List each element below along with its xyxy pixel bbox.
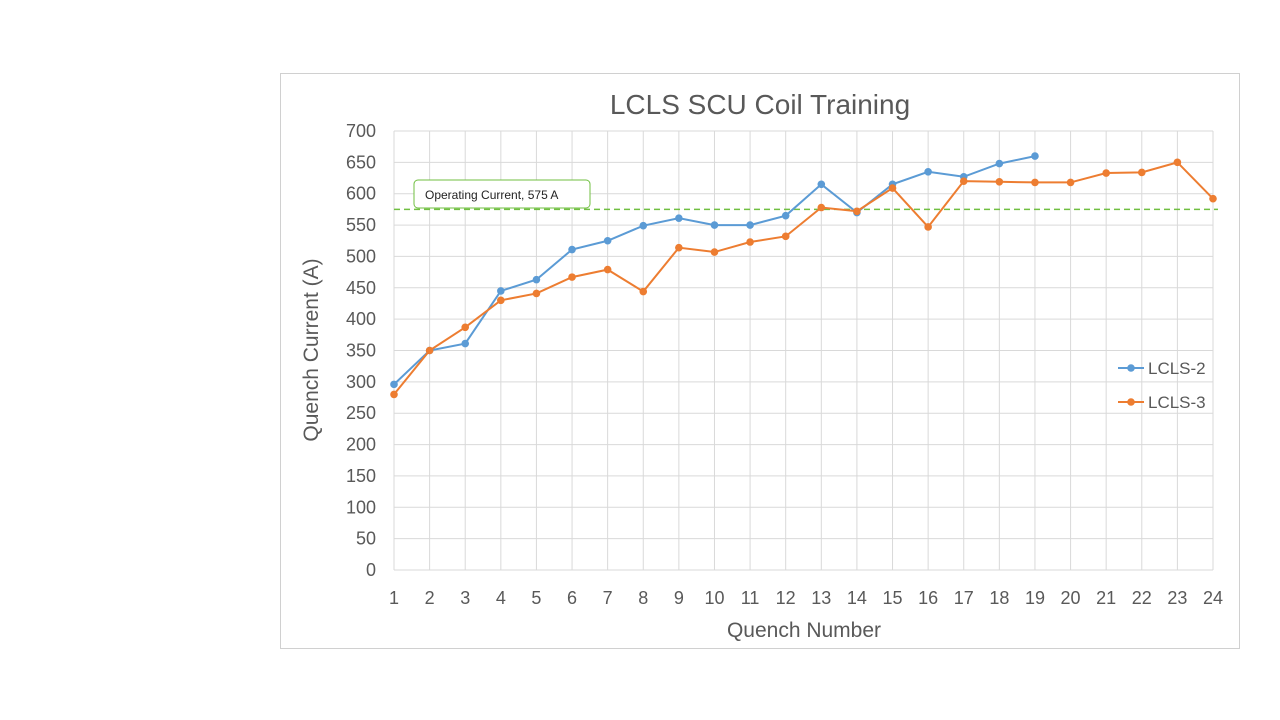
data-point xyxy=(425,346,434,355)
series-line xyxy=(393,161,1214,396)
data-point xyxy=(959,177,968,185)
data-point xyxy=(1209,194,1217,203)
data-point xyxy=(568,245,576,254)
x-tick-labels: 1 2 3 4 5 6 7 8 9 10 11 12 13 14 15 16 17 18 19 20 21 22 23 24 xyxy=(389,588,1223,608)
data-point xyxy=(390,380,398,389)
data-point xyxy=(1137,168,1146,177)
y-tick-label: 700 xyxy=(346,121,376,141)
x-tick-label: 7 xyxy=(603,588,613,608)
y-tick-label: 600 xyxy=(346,184,376,204)
data-point xyxy=(461,323,470,332)
series-LCLS-3 xyxy=(390,158,1217,399)
annotation-box xyxy=(413,179,591,209)
y-axis-title: Quench Current (A) xyxy=(300,258,323,441)
y-tick-label: 350 xyxy=(346,341,376,361)
y-tick-label: 500 xyxy=(346,246,376,266)
gridlines xyxy=(393,130,1214,571)
data-point xyxy=(817,180,826,189)
data-point xyxy=(1031,178,1039,187)
legend-marker xyxy=(1127,364,1135,372)
data-point xyxy=(461,339,470,348)
data-point xyxy=(390,390,398,399)
x-tick-label: 8 xyxy=(638,588,648,608)
data-point xyxy=(497,287,505,295)
data-point xyxy=(639,221,648,230)
y-tick-label: 450 xyxy=(346,278,376,298)
x-tick-label: 14 xyxy=(847,588,867,608)
data-point xyxy=(675,214,683,222)
x-tick-label: 24 xyxy=(1203,588,1223,608)
data-point xyxy=(532,275,541,284)
data-point xyxy=(888,184,897,192)
data-point xyxy=(924,223,932,231)
x-tick-label: 5 xyxy=(531,588,541,608)
data-point xyxy=(1173,158,1182,167)
data-point xyxy=(710,248,719,256)
y-tick-label: 200 xyxy=(346,435,376,455)
x-tick-label: 9 xyxy=(674,588,684,608)
y-tick-label: 550 xyxy=(346,215,376,235)
x-tick-label: 21 xyxy=(1096,588,1116,608)
data-point xyxy=(781,211,790,220)
legend: LCLS-2 LCLS-3 xyxy=(1118,359,1206,412)
data-point xyxy=(639,287,648,296)
x-tick-label: 3 xyxy=(460,588,470,608)
data-point xyxy=(497,296,505,305)
x-tick-label: 19 xyxy=(1025,588,1045,608)
annotation-label: Operating Current, 575 A xyxy=(425,188,558,202)
chart-frame xyxy=(280,73,1240,649)
data-point xyxy=(995,177,1004,186)
x-tick-label: 20 xyxy=(1061,588,1081,608)
x-axis-title: Quench Number xyxy=(727,619,881,642)
x-tick-label: 2 xyxy=(425,588,435,608)
series-group xyxy=(390,152,1217,399)
x-tick-label: 17 xyxy=(954,588,974,608)
y-tick-labels: 0 50 100 150 200 250 300 350 400 450 500 550 600 650 7… xyxy=(346,121,376,580)
data-point xyxy=(781,232,790,241)
y-tick-label: 50 xyxy=(356,529,376,549)
x-tick-label: 13 xyxy=(811,588,831,608)
data-point xyxy=(1102,169,1110,177)
x-tick-label: 15 xyxy=(883,588,903,608)
chart-title: LCLS SCU Coil Training xyxy=(610,89,910,120)
data-point xyxy=(924,167,932,176)
y-tick-label: 250 xyxy=(346,403,376,423)
y-tick-label: 100 xyxy=(346,497,376,517)
data-point xyxy=(568,273,576,281)
data-point xyxy=(1066,178,1075,187)
data-point xyxy=(746,238,754,246)
x-tick-label: 10 xyxy=(704,588,724,608)
x-tick-label: 1 xyxy=(389,588,399,608)
data-point xyxy=(710,221,719,229)
data-point xyxy=(746,221,754,229)
y-tick-label: 650 xyxy=(346,152,376,172)
data-point xyxy=(995,159,1004,168)
x-tick-label: 22 xyxy=(1132,588,1152,608)
x-tick-label: 6 xyxy=(567,588,577,608)
reference-line-group: Operating Current, 575 A xyxy=(394,179,1218,211)
data-point xyxy=(675,243,683,252)
data-point xyxy=(853,207,861,216)
data-point xyxy=(603,236,612,245)
y-tick-label: 0 xyxy=(366,560,376,580)
data-point xyxy=(532,289,541,298)
legend-marker xyxy=(1127,398,1135,406)
x-tick-label: 23 xyxy=(1167,588,1187,608)
x-tick-label: 16 xyxy=(918,588,938,608)
x-tick-label: 11 xyxy=(741,588,760,608)
y-tick-label: 300 xyxy=(346,372,376,392)
y-tick-label: 150 xyxy=(346,466,376,486)
data-point xyxy=(603,265,612,274)
legend-label: LCLS-3 xyxy=(1148,393,1206,412)
x-tick-label: 4 xyxy=(496,588,506,608)
legend-label: LCLS-2 xyxy=(1148,359,1206,378)
data-point xyxy=(817,203,826,212)
x-tick-label: 18 xyxy=(989,588,1009,608)
y-tick-label: 400 xyxy=(346,309,376,329)
data-point xyxy=(1031,152,1039,160)
x-tick-label: 12 xyxy=(776,588,796,608)
